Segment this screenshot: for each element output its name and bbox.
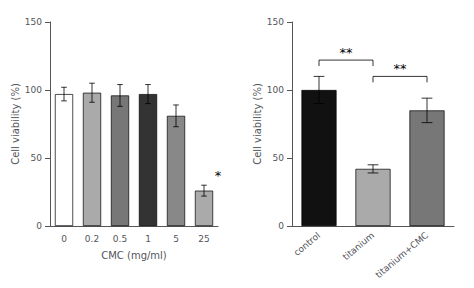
svg-text:0: 0 bbox=[36, 221, 42, 231]
svg-text:titanium+CMC: titanium+CMC bbox=[374, 230, 431, 280]
svg-text:control: control bbox=[292, 230, 322, 258]
svg-text:titanium: titanium bbox=[341, 230, 376, 262]
svg-text:25: 25 bbox=[198, 234, 209, 244]
svg-text:CMC (mg/ml): CMC (mg/ml) bbox=[101, 250, 167, 261]
svg-text:0: 0 bbox=[278, 221, 284, 231]
svg-text:100: 100 bbox=[267, 85, 284, 95]
svg-text:100: 100 bbox=[25, 85, 42, 95]
svg-text:Cell viability (%): Cell viability (%) bbox=[252, 83, 263, 165]
svg-text:50: 50 bbox=[31, 153, 43, 163]
svg-text:0.5: 0.5 bbox=[113, 234, 127, 244]
svg-text:**: ** bbox=[394, 61, 408, 76]
svg-text:150: 150 bbox=[267, 17, 284, 27]
svg-text:5: 5 bbox=[173, 234, 179, 244]
svg-text:0: 0 bbox=[61, 234, 67, 244]
svg-text:150: 150 bbox=[25, 17, 42, 27]
svg-text:Cell viability (%): Cell viability (%) bbox=[10, 83, 21, 165]
svg-text:50: 50 bbox=[273, 153, 285, 163]
svg-text:**: ** bbox=[340, 45, 354, 60]
svg-text:0.2: 0.2 bbox=[85, 234, 99, 244]
svg-text:*: * bbox=[215, 168, 222, 183]
svg-text:1: 1 bbox=[145, 234, 151, 244]
